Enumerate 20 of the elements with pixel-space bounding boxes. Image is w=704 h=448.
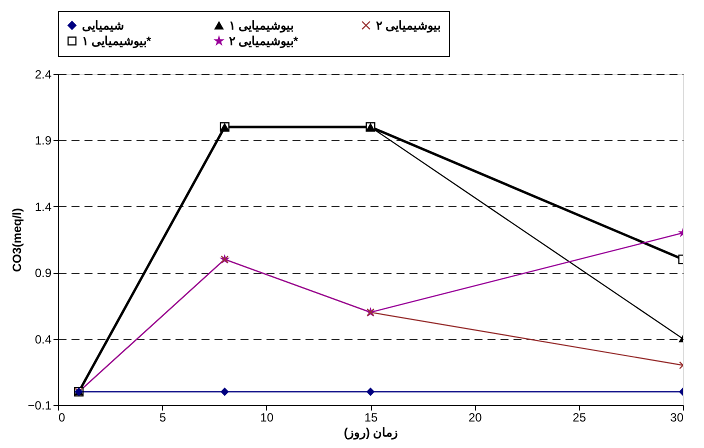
y-tick-label: −0.1 xyxy=(28,398,52,412)
y-tick-label: 2.4 xyxy=(34,68,52,82)
x-axis-title: زمان (روز) xyxy=(344,426,398,440)
x-tick-label: 30 xyxy=(670,410,684,424)
x-tick-label: 15 xyxy=(364,410,378,424)
x-tick-label: 0 xyxy=(58,410,66,424)
legend-label: بیوشیمیایی ۱ xyxy=(229,18,294,34)
y-tick-label: 1.9 xyxy=(34,134,52,148)
legend-label: شیمیایی xyxy=(82,18,124,32)
legend-label: بیوشیمیایی ۲* xyxy=(229,34,298,49)
y-axis-title: CO3(meq/l) xyxy=(10,208,24,272)
y-tick-label: 1.4 xyxy=(34,200,52,214)
x-tick-label: 25 xyxy=(572,410,586,424)
x-tick-label: 10 xyxy=(260,410,274,424)
x-tick-label: 20 xyxy=(468,410,482,424)
y-tick-label: 0.9 xyxy=(34,266,52,280)
x-tick-label: 5 xyxy=(159,410,166,424)
legend-label: بیوشیمیایی ۱* xyxy=(82,34,152,49)
y-tick-label: 0.4 xyxy=(34,332,52,346)
legend-label: بیوشیمیایی ۲ xyxy=(376,18,440,34)
